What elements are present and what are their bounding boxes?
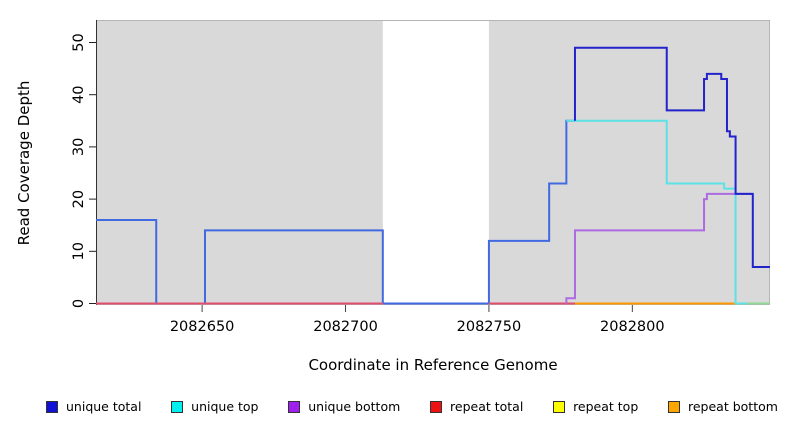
legend-label: unique bottom [308,399,401,414]
y-tick-label: 30 [71,138,87,156]
legend-swatch [553,400,566,413]
legend-label: unique total [66,399,142,414]
x-tick-label: 2082700 [313,319,378,335]
series-unique-bottom [565,192,753,304]
y-tick-label: 40 [71,85,87,103]
legend-swatch [46,400,58,413]
masked-region [382,20,489,305]
legend: unique total unique top unique bottom repea… [46,399,778,414]
series-unique-top [566,119,748,305]
y-tick-label: 0 [71,299,87,308]
legend-swatch [668,400,680,413]
legend-label: repeat total [450,399,524,414]
legend-item-unique-top: unique top [171,399,258,414]
legend-item-repeat-bottom: repeat bottom [668,399,778,414]
x-tick-label: 2082650 [170,319,235,335]
series-unique-total [573,46,770,268]
legend-swatch [288,400,301,413]
legend-swatch [430,400,443,413]
y-tick-label: 50 [71,33,87,51]
x-tick-label: 2082750 [457,319,522,335]
legend-item-repeat-total: repeat total [430,399,523,414]
legend-item-unique-bottom: unique bottom [288,399,400,414]
legend-item-repeat-top: repeat top [553,399,638,414]
legend-swatch [171,400,184,413]
legend-item-unique-total: unique total [46,399,141,414]
legend-label: unique top [191,399,259,414]
x-axis-label: Coordinate in Reference Genome [308,356,558,374]
y-tick-label: 20 [71,190,87,208]
y-tick-label: 10 [71,242,87,260]
y-axis-label: Read Coverage Depth [15,80,33,246]
legend-label: repeat top [573,399,639,414]
legend-label: repeat bottom [688,399,778,414]
x-tick-label: 2082800 [600,319,665,335]
